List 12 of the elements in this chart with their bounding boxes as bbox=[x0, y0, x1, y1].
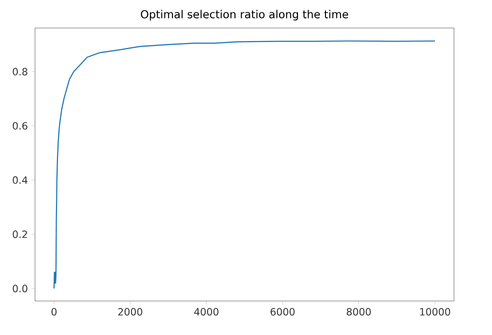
y-tick-label: 0.8 bbox=[12, 68, 28, 76]
y-tick-label: 0.2 bbox=[12, 230, 27, 238]
chart-title: Optimal selection ratio along the time bbox=[140, 10, 348, 20]
x-tick-label: 2000 bbox=[118, 308, 142, 316]
x-tick-label: 8000 bbox=[346, 308, 371, 316]
y-tick-label: 0.4 bbox=[12, 176, 28, 184]
x-tick-label: 4000 bbox=[194, 308, 218, 316]
x-tick-label: 6000 bbox=[270, 308, 295, 316]
y-tick-label: 0.6 bbox=[12, 122, 28, 130]
x-tick-label: 0 bbox=[52, 308, 57, 316]
y-tick-label: 0.0 bbox=[12, 284, 28, 292]
x-tick-label: 10000 bbox=[420, 308, 450, 316]
